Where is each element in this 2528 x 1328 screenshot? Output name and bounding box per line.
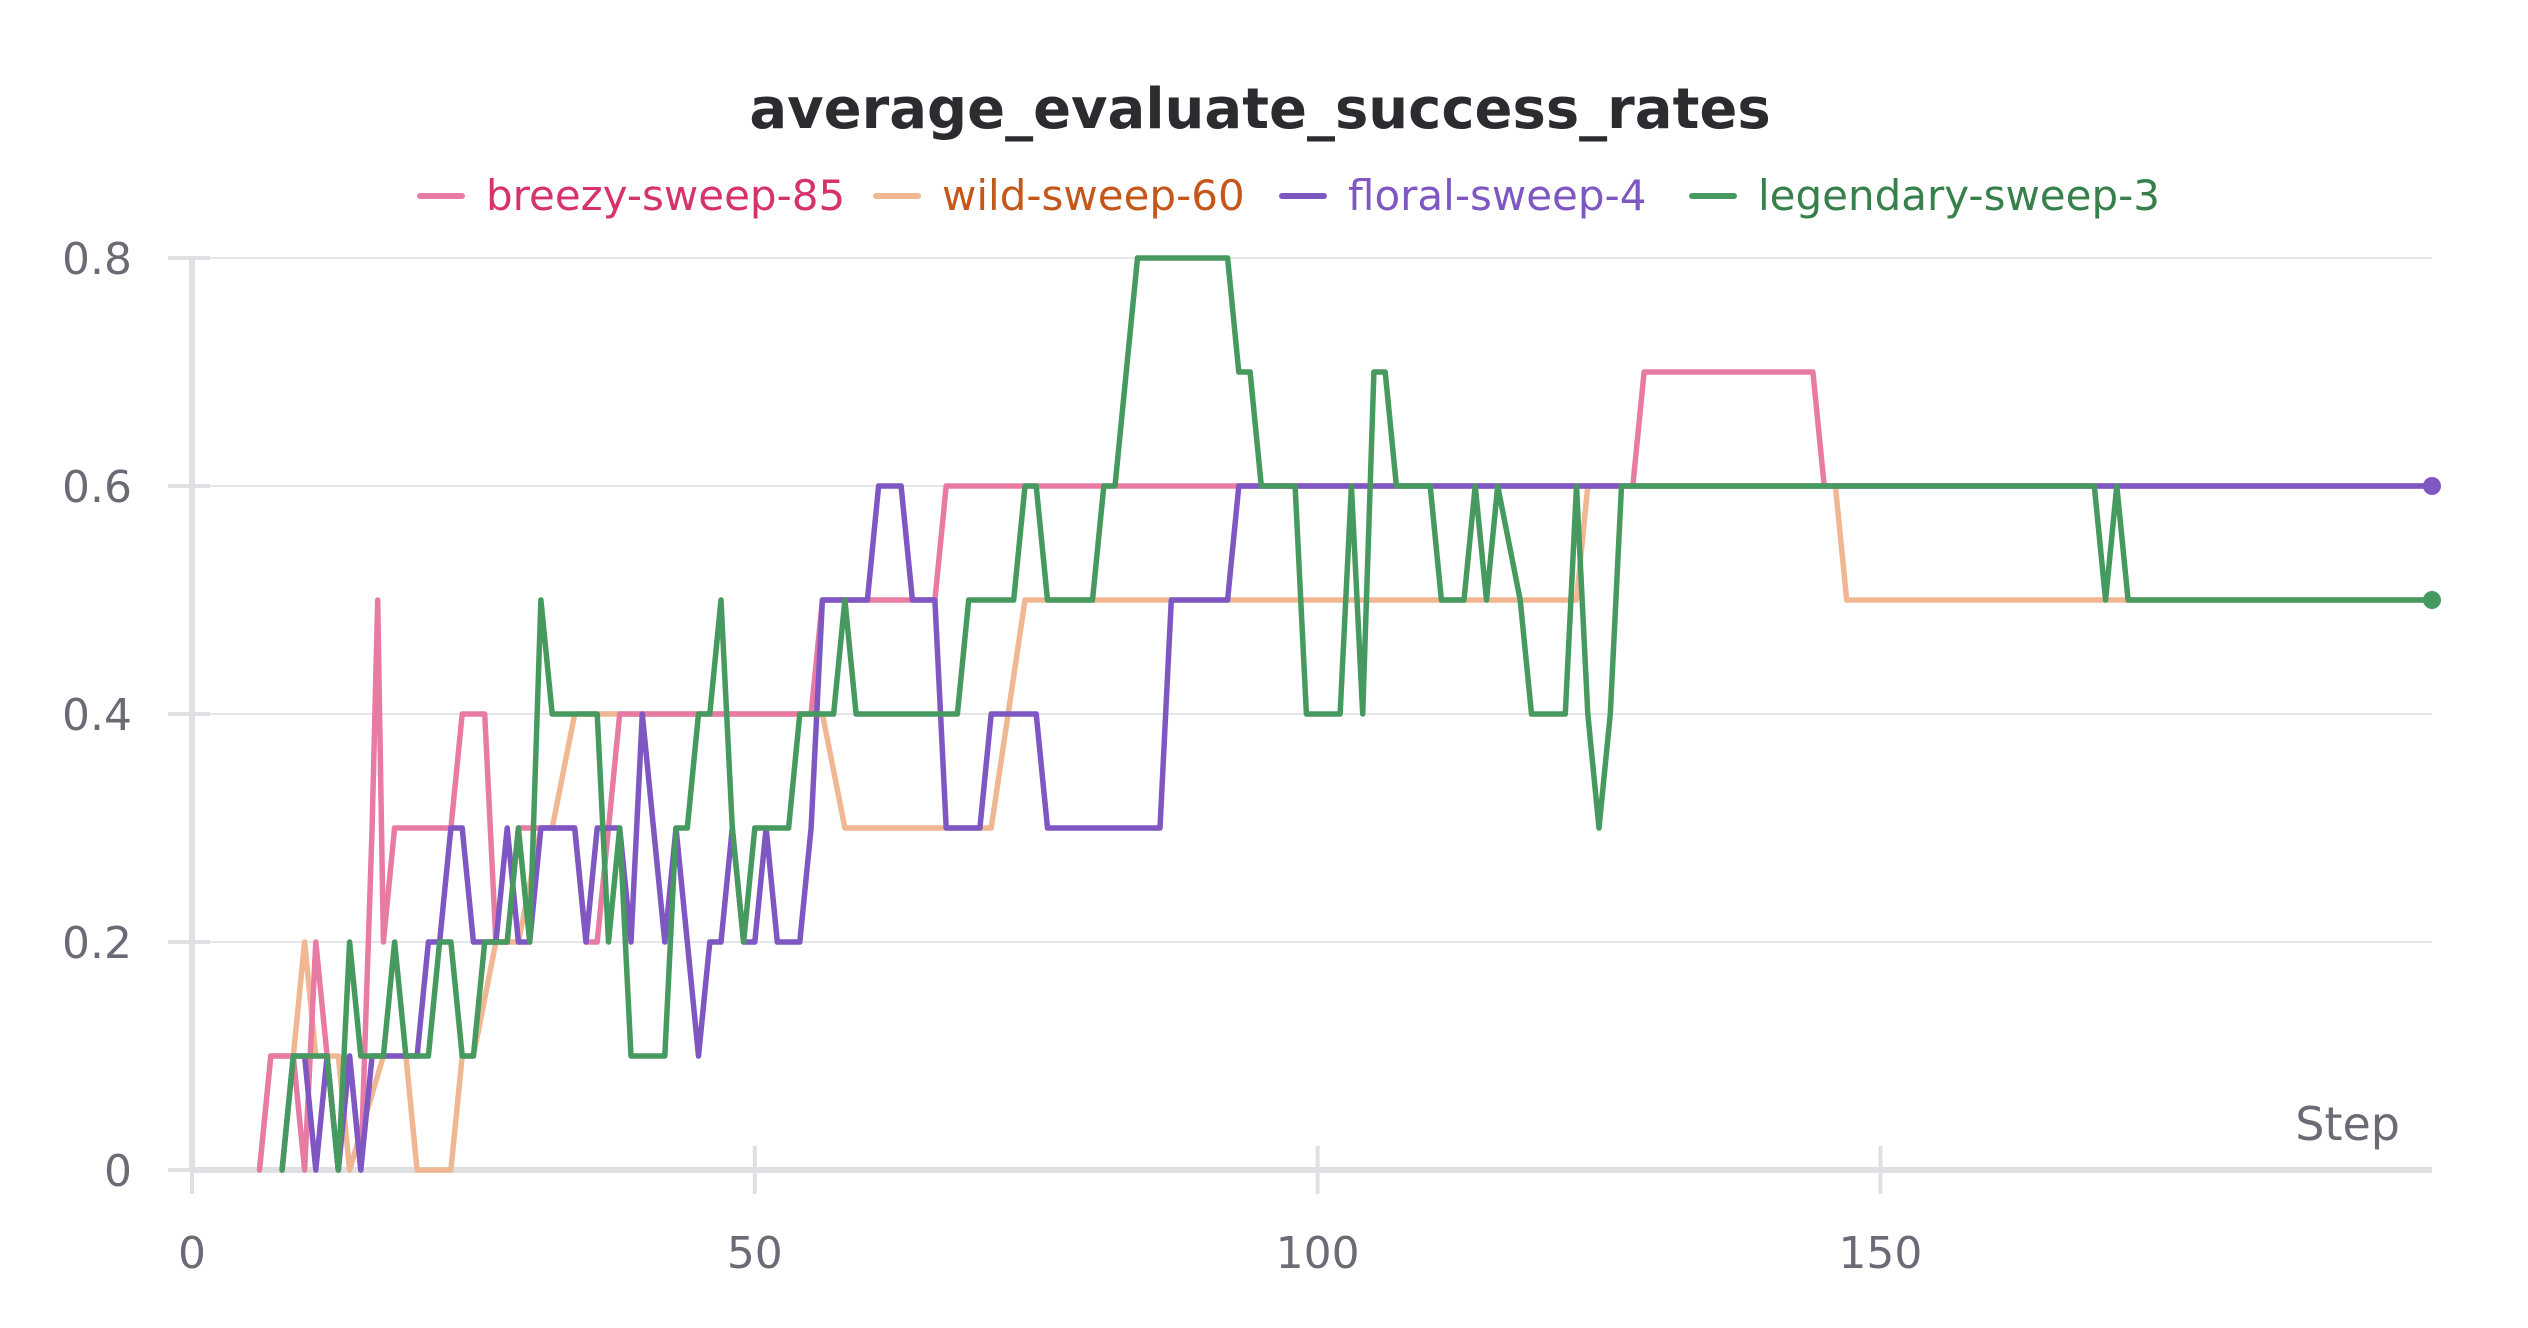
series-line-breezy-sweep-85 xyxy=(256,369,2435,1173)
legend-label: wild-sweep-60 xyxy=(942,171,1245,220)
x-axis-title: Step xyxy=(2295,1097,2400,1151)
x-tick-label: 150 xyxy=(1838,1228,1922,1279)
series-lines xyxy=(256,255,2441,1173)
legend-item[interactable]: breezy-sweep-85 xyxy=(417,171,845,220)
y-tick-label: 0.6 xyxy=(62,462,132,513)
legend: breezy-sweep-85 wild-sweep-60 floral-sweep… xyxy=(417,171,2160,220)
y-tick-label: 0.4 xyxy=(62,690,132,741)
legend-item[interactable]: wild-sweep-60 xyxy=(873,171,1245,220)
x-tick-label: 100 xyxy=(1276,1228,1360,1279)
y-tick-label: 0.8 xyxy=(62,234,132,285)
y-tick-label: 0 xyxy=(104,1146,132,1197)
legend-item[interactable]: floral-sweep-4 xyxy=(1279,171,1646,220)
series-line-legendary-sweep-3 xyxy=(279,255,2435,1173)
legend-label: legendary-sweep-3 xyxy=(1758,171,2160,220)
x-tick-label: 50 xyxy=(727,1228,783,1279)
x-tick-label: 0 xyxy=(178,1228,206,1279)
tick-labels: 0 0.2 0.4 0.6 0.8 0 50 100 150 xyxy=(62,234,1922,1279)
legend-item[interactable]: legendary-sweep-3 xyxy=(1689,171,2160,220)
chart-title: average_evaluate_success_rates xyxy=(749,77,1770,142)
y-tick-label: 0.2 xyxy=(62,918,132,969)
legend-label: floral-sweep-4 xyxy=(1348,171,1646,220)
legend-label: breezy-sweep-85 xyxy=(486,171,845,220)
series-end-point xyxy=(2423,477,2441,495)
series-end-point xyxy=(2423,591,2441,609)
axes xyxy=(168,256,2432,1194)
